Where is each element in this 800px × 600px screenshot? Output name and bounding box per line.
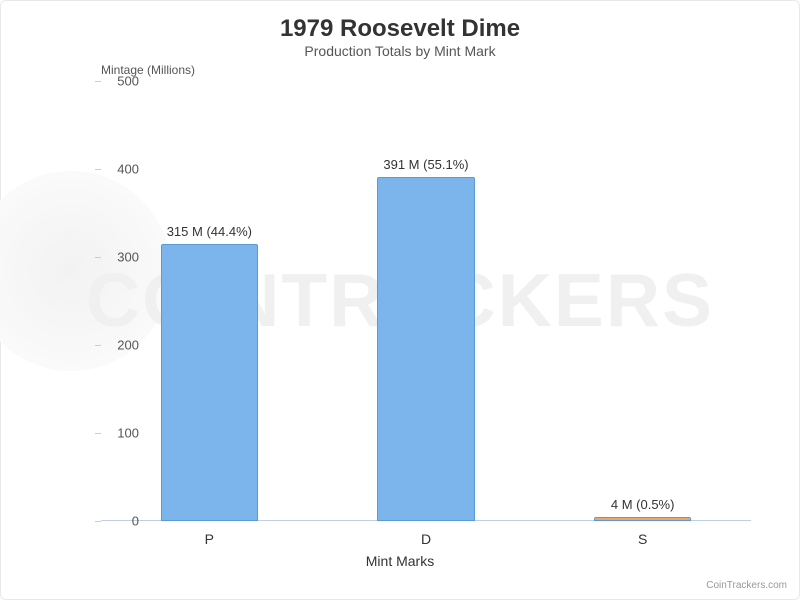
bar-s [594,517,692,521]
chart-container: COINTRACKERS 1979 Roosevelt Dime Product… [0,0,800,600]
bar-label: 391 M (55.1%) [383,157,468,172]
bar-d [377,177,475,521]
category-label: P [205,531,214,547]
category-label: D [421,531,431,547]
bar-label: 315 M (44.4%) [167,224,252,239]
bar-p [161,244,259,521]
category-label: S [638,531,647,547]
y-tick-label: 200 [89,338,139,353]
plot-area [101,81,751,521]
chart-subtitle: Production Totals by Mint Mark [1,43,799,59]
x-axis-label: Mint Marks [1,553,799,569]
y-tick-label: 400 [89,162,139,177]
bar-label: 4 M (0.5%) [611,497,675,512]
y-tick-label: 500 [89,74,139,89]
chart-title: 1979 Roosevelt Dime [1,15,799,43]
credits: CoinTrackers.com [706,580,787,591]
y-tick-label: 300 [89,250,139,265]
y-tick-label: 100 [89,426,139,441]
y-tick-label: 0 [89,514,139,529]
